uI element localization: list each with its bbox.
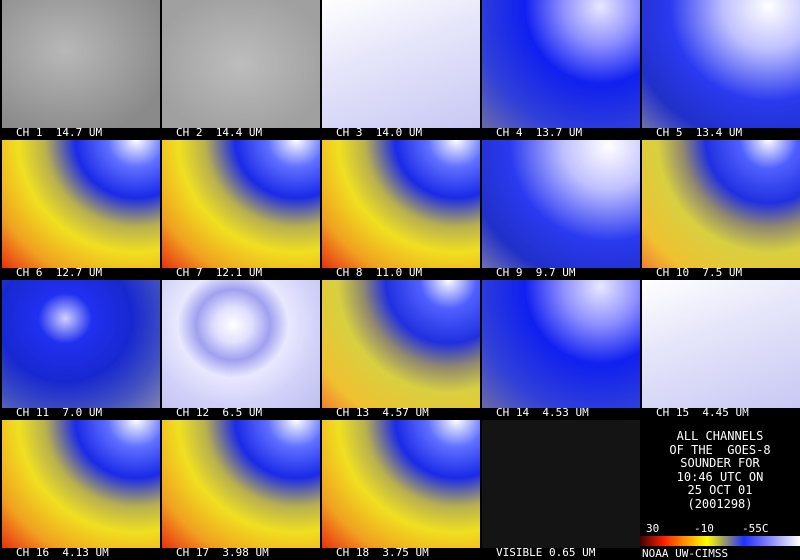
- channel-label: CH 2 14.4 UM: [176, 126, 263, 139]
- channel-label: CH 8 11.0 UM: [336, 266, 423, 279]
- channel-label: CH 18 3.75 UM: [336, 546, 429, 559]
- channel-label: CH 5 13.4 UM: [656, 126, 743, 139]
- channel-label: CH 9 9.7 UM: [496, 266, 576, 279]
- info-block: ALL CHANNELS OF THE GOES-8 SOUNDER FOR 10:4…: [640, 429, 800, 511]
- channel-label: CH 3 14.0 UM: [336, 126, 423, 139]
- scale-label: -10: [694, 522, 714, 535]
- channel-label: CH 11 7.0 UM: [16, 406, 103, 419]
- channel-label: CH 16 4.13 UM: [16, 546, 109, 559]
- satellite-image: [2, 0, 160, 128]
- satellite-image: [482, 0, 640, 128]
- credit: NOAA UW-CIMSS: [642, 547, 729, 560]
- channel-label: CH 4 13.7 UM: [496, 126, 583, 139]
- satellite-image: [482, 420, 640, 548]
- channel-label: CH 6 12.7 UM: [16, 266, 103, 279]
- channel-label: CH 7 12.1 UM: [176, 266, 263, 279]
- scale-label: -55C: [742, 522, 769, 535]
- info-line: OF THE GOES-8: [669, 442, 771, 457]
- satellite-image: [162, 280, 320, 408]
- satellite-image: [322, 420, 480, 548]
- satellite-image: [162, 0, 320, 128]
- channel-label: CH 12 6.5 UM: [176, 406, 263, 419]
- channel-label: CH 10 7.5 UM: [656, 266, 743, 279]
- satellite-image: [322, 280, 480, 408]
- satellite-image: [642, 0, 800, 128]
- satellite-image: [642, 280, 800, 408]
- scale-label: 30: [646, 522, 660, 535]
- channel-label: CH 1 14.7 UM: [16, 126, 103, 139]
- satellite-image: [322, 140, 480, 268]
- info-line: 10:46 UTC ON: [676, 469, 764, 484]
- satellite-image: [642, 140, 800, 268]
- info-line: 25 OCT 01: [687, 483, 753, 497]
- satellite-image: [162, 140, 320, 268]
- channel-label: CH 17 3.98 UM: [176, 546, 269, 559]
- satellite-image: [322, 0, 480, 128]
- satellite-image: [2, 280, 160, 408]
- channel-label: CH 14 4.53 UM: [496, 406, 589, 419]
- info-line: SOUNDER FOR: [680, 456, 760, 470]
- channel-label: VISIBLE 0.65 UM: [496, 546, 596, 559]
- satellite-image: [162, 420, 320, 548]
- color-bar: [640, 536, 800, 546]
- satellite-image: [2, 140, 160, 268]
- satellite-image: [482, 280, 640, 408]
- channel-label: CH 15 4.45 UM: [656, 406, 749, 419]
- satellite-image: [2, 420, 160, 548]
- channel-label: CH 13 4.57 UM: [336, 406, 429, 419]
- info-line: (2001298): [687, 496, 753, 511]
- info-line: ALL CHANNELS: [676, 429, 764, 443]
- satellite-image: [482, 140, 640, 268]
